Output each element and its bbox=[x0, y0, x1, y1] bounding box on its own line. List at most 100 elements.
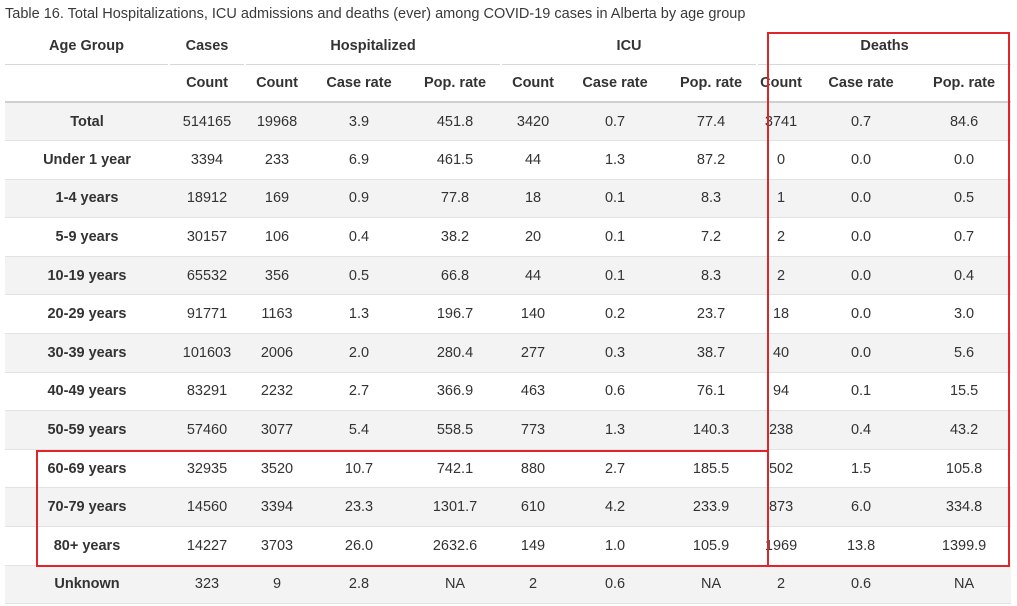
cell-hosp-pop-rate: 38.2 bbox=[409, 217, 502, 257]
cell-hosp-count: 2232 bbox=[245, 372, 309, 412]
cell-icu-case-rate: 1.3 bbox=[565, 140, 666, 180]
header-age-group: Age Group bbox=[5, 28, 169, 65]
cell-icu-count: 18 bbox=[501, 179, 566, 219]
cell-icu-count: 20 bbox=[501, 217, 566, 257]
covid-hospitalization-table: Age Group Cases Hospitalized ICU Deaths … bbox=[5, 28, 1012, 605]
cell-cases-count: 32935 bbox=[169, 449, 245, 489]
cell-icu-pop-rate: 185.5 bbox=[665, 449, 758, 489]
cell-cases-count: 30157 bbox=[169, 217, 245, 257]
cell-cases-count: 91771 bbox=[169, 294, 245, 335]
cell-cases-count: 514165 bbox=[169, 102, 245, 142]
cell-icu-count: 2 bbox=[501, 565, 566, 605]
header-icu-case-rate: Case rate bbox=[565, 64, 666, 103]
cell-deaths-count: 40 bbox=[757, 333, 806, 373]
cell-deaths-pop-rate: 84.6 bbox=[917, 102, 1012, 142]
cell-deaths-count: 502 bbox=[757, 449, 806, 489]
cell-icu-count: 44 bbox=[501, 256, 566, 296]
cell-age-group: Unknown bbox=[5, 565, 169, 605]
cell-age-group: 20-29 years bbox=[5, 294, 169, 335]
cell-icu-case-rate: 0.1 bbox=[565, 217, 666, 257]
cell-hosp-pop-rate: 1301.7 bbox=[409, 487, 502, 528]
cell-icu-count: 773 bbox=[501, 410, 566, 450]
cell-hosp-pop-rate: NA bbox=[409, 565, 502, 605]
header-cases: Cases bbox=[168, 28, 245, 65]
cell-deaths-pop-rate: 105.8 bbox=[917, 449, 1012, 489]
table-row: Total 514165 19968 3.9 451.8 3420 0.7 77.4 3741 0… bbox=[5, 102, 1012, 142]
table-row: 50-59 years 57460 3077 5.4 558.5 773 1.3 140.3 2… bbox=[5, 410, 1012, 450]
header-deaths-count: Count bbox=[757, 64, 806, 103]
cell-deaths-case-rate: 0.6 bbox=[805, 565, 918, 605]
cell-hosp-pop-rate: 196.7 bbox=[409, 294, 502, 335]
cell-hosp-case-rate: 2.7 bbox=[309, 372, 409, 412]
cell-icu-pop-rate: 23.7 bbox=[665, 294, 758, 335]
cell-deaths-case-rate: 0.0 bbox=[805, 256, 918, 296]
cell-hosp-count: 3077 bbox=[245, 410, 309, 450]
cell-cases-count: 3394 bbox=[169, 140, 245, 180]
cell-hosp-pop-rate: 461.5 bbox=[409, 140, 502, 180]
cell-cases-count: 18912 bbox=[169, 179, 245, 219]
cell-deaths-count: 18 bbox=[757, 294, 806, 335]
cell-deaths-case-rate: 0.7 bbox=[805, 102, 918, 142]
cell-icu-case-rate: 0.2 bbox=[565, 294, 666, 335]
cell-hosp-count: 2006 bbox=[245, 333, 309, 373]
cell-icu-pop-rate: 233.9 bbox=[665, 487, 758, 528]
cell-age-group: 80+ years bbox=[5, 526, 169, 566]
cell-deaths-count: 2 bbox=[757, 256, 806, 296]
cell-icu-pop-rate: 38.7 bbox=[665, 333, 758, 373]
table-row: 80+ years 14227 3703 26.0 2632.6 149 1.0 105.9 1… bbox=[5, 526, 1012, 566]
cell-hosp-pop-rate: 2632.6 bbox=[409, 526, 502, 566]
cell-age-group: Total bbox=[5, 102, 169, 142]
cell-deaths-pop-rate: 0.4 bbox=[917, 256, 1012, 296]
cell-deaths-count: 94 bbox=[757, 372, 806, 412]
header-blank bbox=[5, 64, 169, 103]
cell-icu-case-rate: 2.7 bbox=[565, 449, 666, 489]
cell-hosp-count: 1163 bbox=[245, 294, 309, 335]
cell-hosp-case-rate: 5.4 bbox=[309, 410, 409, 450]
cell-hosp-count: 169 bbox=[245, 179, 309, 219]
cell-hosp-pop-rate: 742.1 bbox=[409, 449, 502, 489]
cell-hosp-count: 3703 bbox=[245, 526, 309, 566]
cell-icu-pop-rate: 77.4 bbox=[665, 102, 758, 142]
table-body: Total 514165 19968 3.9 451.8 3420 0.7 77.4 3741 0… bbox=[5, 102, 1012, 605]
cell-icu-count: 44 bbox=[501, 140, 566, 180]
cell-hosp-pop-rate: 280.4 bbox=[409, 333, 502, 373]
cell-age-group: Under 1 year bbox=[5, 140, 169, 180]
cell-hosp-case-rate: 1.3 bbox=[309, 294, 409, 335]
cell-hosp-case-rate: 3.9 bbox=[309, 102, 409, 142]
cell-deaths-case-rate: 0.0 bbox=[805, 294, 918, 335]
cell-deaths-pop-rate: 15.5 bbox=[917, 372, 1012, 412]
cell-hosp-pop-rate: 77.8 bbox=[409, 179, 502, 219]
cell-age-group: 10-19 years bbox=[5, 256, 169, 296]
cell-icu-case-rate: 1.0 bbox=[565, 526, 666, 566]
cell-hosp-pop-rate: 451.8 bbox=[409, 102, 502, 142]
cell-icu-count: 3420 bbox=[501, 102, 566, 142]
cell-age-group: 30-39 years bbox=[5, 333, 169, 373]
cell-deaths-count: 1 bbox=[757, 179, 806, 219]
cell-hosp-case-rate: 2.0 bbox=[309, 333, 409, 373]
cell-hosp-count: 106 bbox=[245, 217, 309, 257]
cell-hosp-count: 3394 bbox=[245, 487, 309, 528]
cell-icu-case-rate: 0.1 bbox=[565, 179, 666, 219]
cell-deaths-count: 238 bbox=[757, 410, 806, 450]
cell-deaths-case-rate: 0.0 bbox=[805, 179, 918, 219]
header-deaths-pop-rate: Pop. rate bbox=[917, 64, 1012, 103]
cell-hosp-case-rate: 0.4 bbox=[309, 217, 409, 257]
cell-deaths-case-rate: 1.5 bbox=[805, 449, 918, 489]
header-deaths-case-rate: Case rate bbox=[805, 64, 918, 103]
cell-cases-count: 83291 bbox=[169, 372, 245, 412]
table-row: 10-19 years 65532 356 0.5 66.8 44 0.1 8.3 2 0.0 0.… bbox=[5, 256, 1012, 296]
table-row: 30-39 years 101603 2006 2.0 280.4 277 0.3 38.7 4… bbox=[5, 333, 1012, 373]
cell-deaths-pop-rate: 0.0 bbox=[917, 140, 1012, 180]
cell-hosp-case-rate: 0.5 bbox=[309, 256, 409, 296]
cell-cases-count: 14227 bbox=[169, 526, 245, 566]
cell-icu-pop-rate: 87.2 bbox=[665, 140, 758, 180]
cell-deaths-case-rate: 0.0 bbox=[805, 333, 918, 373]
header-icu: ICU bbox=[500, 28, 758, 65]
cell-icu-case-rate: 4.2 bbox=[565, 487, 666, 528]
table-row: 70-79 years 14560 3394 23.3 1301.7 610 4.2 233.… bbox=[5, 487, 1012, 528]
cell-age-group: 5-9 years bbox=[5, 217, 169, 257]
cell-deaths-pop-rate: 5.6 bbox=[917, 333, 1012, 373]
cell-deaths-pop-rate: 334.8 bbox=[917, 487, 1012, 528]
table-row: Unknown 323 9 2.8 NA 2 0.6 NA 2 0.6 NA bbox=[5, 565, 1012, 605]
cell-deaths-count: 2 bbox=[757, 217, 806, 257]
